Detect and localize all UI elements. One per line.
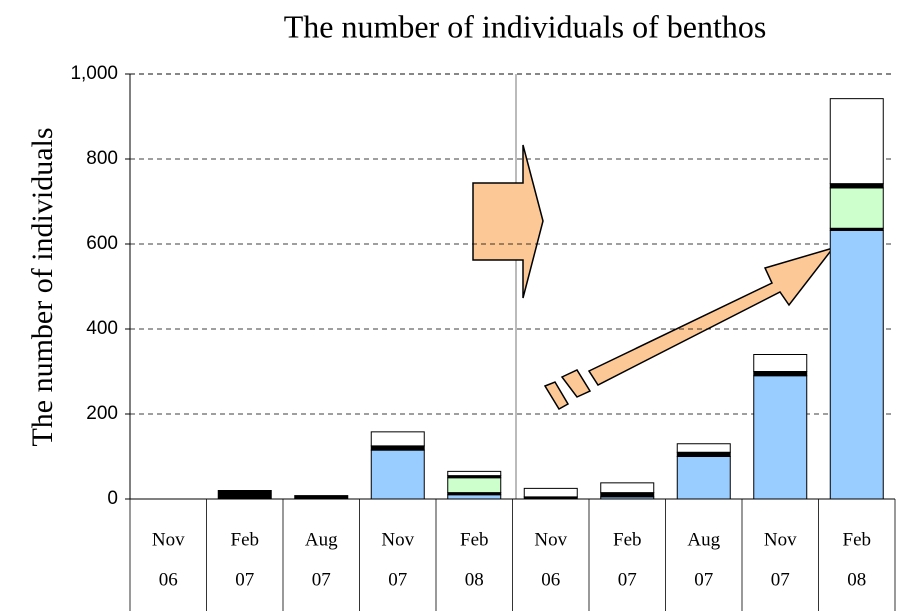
y-tick-label: 200 xyxy=(86,403,118,424)
x-tick-label: Feb xyxy=(460,529,489,550)
x-tick-label: Nov xyxy=(381,529,414,550)
bar-segment xyxy=(829,183,884,189)
x-tick-label: Feb xyxy=(843,529,872,550)
x-tick-label: 07 xyxy=(312,569,331,590)
bar-segment xyxy=(676,443,731,453)
bar-segment xyxy=(294,495,349,500)
y-tick-label: 600 xyxy=(86,233,118,254)
bar-segment xyxy=(753,354,808,372)
bar-segment xyxy=(676,451,731,457)
x-tick-label: 07 xyxy=(388,569,407,590)
y-axis-label: The number of individuals xyxy=(26,127,59,446)
x-tick-label: Feb xyxy=(613,529,642,550)
x-tick-label: Aug xyxy=(305,529,338,550)
bar-segment xyxy=(217,490,272,500)
x-tick-label: 06 xyxy=(159,569,178,590)
bar-segment xyxy=(447,494,502,500)
bar-segment xyxy=(370,431,425,447)
arrow-tail xyxy=(543,381,570,411)
bar-segment xyxy=(829,187,884,229)
bar-segment xyxy=(370,445,425,451)
x-tick-label: Nov xyxy=(534,529,567,550)
y-tick-label: 800 xyxy=(86,148,118,169)
x-tick-label: Nov xyxy=(764,529,797,550)
bar-segment xyxy=(829,229,884,500)
x-tick-label: 06 xyxy=(541,569,560,590)
x-tick-label: 08 xyxy=(847,569,866,590)
bar-segment xyxy=(600,492,655,498)
bar-segment xyxy=(753,375,808,500)
chart-title: The number of individuals of benthos xyxy=(284,8,767,44)
bar-segment xyxy=(753,371,808,377)
arrow-right xyxy=(472,144,544,299)
bar-segment xyxy=(600,482,655,494)
bar-segment xyxy=(447,477,502,494)
x-tick-label: Nov xyxy=(152,529,185,550)
y-tick-label: 400 xyxy=(86,318,118,339)
y-tick-label: 1,000 xyxy=(70,63,118,84)
x-tick-label: 07 xyxy=(235,569,254,590)
y-tick-label: 0 xyxy=(107,488,118,509)
x-tick-label: Feb xyxy=(231,529,260,550)
bar-segment xyxy=(676,456,731,500)
x-tick-label: 08 xyxy=(465,569,484,590)
arrow-tail xyxy=(560,369,592,398)
arrow-up xyxy=(587,246,836,386)
x-tick-label: 07 xyxy=(771,569,790,590)
x-tick-label: 07 xyxy=(694,569,713,590)
x-tick-label: 07 xyxy=(618,569,637,590)
bar-segment xyxy=(523,487,578,498)
bar-segment xyxy=(370,449,425,500)
x-tick-label: Aug xyxy=(687,529,720,550)
bar-segment xyxy=(447,470,502,477)
bar-segment xyxy=(829,98,884,185)
